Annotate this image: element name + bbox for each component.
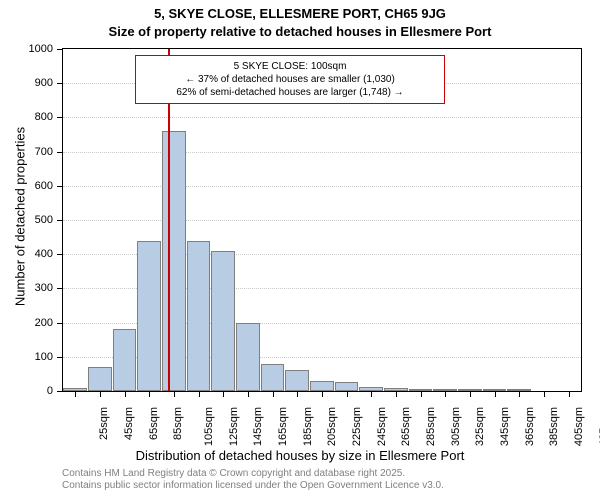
histogram-bar (261, 364, 285, 391)
y-tick-label: 600 (35, 180, 53, 192)
x-tick (445, 391, 446, 397)
gridline (63, 152, 581, 153)
y-tick (57, 391, 63, 392)
histogram-bar (310, 381, 334, 391)
y-tick (57, 357, 63, 358)
histogram-bar (335, 382, 359, 391)
x-tick (100, 391, 101, 397)
x-tick (396, 391, 397, 397)
y-tick (57, 254, 63, 255)
x-tick (371, 391, 372, 397)
y-tick-label: 500 (35, 214, 53, 226)
x-tick-label: 105sqm (203, 407, 215, 446)
histogram-bar (285, 370, 309, 391)
y-tick (57, 323, 63, 324)
y-tick (57, 288, 63, 289)
x-tick-label: 25sqm (98, 407, 110, 440)
footer-line-2: Contains public sector information licen… (62, 480, 444, 491)
x-tick-label: 305sqm (450, 407, 462, 446)
chart-title-sub: Size of property relative to detached ho… (0, 24, 600, 39)
y-tick-label: 900 (35, 77, 53, 89)
x-tick (495, 391, 496, 397)
histogram-bar (162, 131, 186, 391)
gridline (63, 220, 581, 221)
x-tick-label: 45sqm (123, 407, 135, 440)
y-tick-label: 700 (35, 146, 53, 158)
x-tick-label: 125sqm (228, 407, 240, 446)
y-tick (57, 186, 63, 187)
x-tick (149, 391, 150, 397)
x-tick-label: 365sqm (524, 407, 536, 446)
y-tick-label: 0 (47, 385, 53, 397)
x-tick-label: 65sqm (148, 407, 160, 440)
x-tick-label: 345sqm (499, 407, 511, 446)
x-tick-label: 245sqm (376, 407, 388, 446)
x-tick-label: 165sqm (277, 407, 289, 446)
x-tick (75, 391, 76, 397)
chart-container: 5, SKYE CLOSE, ELLESMERE PORT, CH65 9JG … (0, 0, 600, 500)
x-tick (421, 391, 422, 397)
y-tick-label: 100 (35, 351, 53, 363)
x-tick-label: 225sqm (351, 407, 363, 446)
y-axis-label: Number of detached properties (13, 117, 28, 317)
histogram-bar (137, 241, 161, 391)
histogram-bar (88, 367, 112, 391)
x-tick-label: 205sqm (326, 407, 338, 446)
y-tick (57, 152, 63, 153)
x-tick (569, 391, 570, 397)
x-tick-label: 285sqm (425, 407, 437, 446)
plot-area: 0100200300400500600700800900100025sqm45s… (62, 48, 582, 392)
annotation-box: 5 SKYE CLOSE: 100sqm← 37% of detached ho… (135, 55, 445, 104)
annotation-line-3: 62% of semi-detached houses are larger (… (144, 86, 436, 99)
x-tick (223, 391, 224, 397)
x-tick (125, 391, 126, 397)
x-tick (519, 391, 520, 397)
x-tick (347, 391, 348, 397)
histogram-bar (211, 251, 235, 391)
x-tick-label: 185sqm (302, 407, 314, 446)
y-tick-label: 800 (35, 111, 53, 123)
gridline (63, 117, 581, 118)
gridline (63, 186, 581, 187)
x-tick (544, 391, 545, 397)
y-tick-label: 1000 (29, 43, 53, 55)
x-axis-label: Distribution of detached houses by size … (0, 448, 600, 463)
x-tick (273, 391, 274, 397)
y-tick (57, 117, 63, 118)
x-tick (248, 391, 249, 397)
x-tick (297, 391, 298, 397)
footer-line-1: Contains HM Land Registry data © Crown c… (62, 468, 405, 479)
y-tick (57, 49, 63, 50)
y-tick (57, 83, 63, 84)
y-tick-label: 400 (35, 248, 53, 260)
x-tick (322, 391, 323, 397)
y-tick (57, 220, 63, 221)
histogram-bar (113, 329, 137, 391)
x-tick-label: 405sqm (573, 407, 585, 446)
histogram-bar (187, 241, 211, 391)
annotation-line-2: ← 37% of detached houses are smaller (1,… (144, 73, 436, 86)
x-tick (470, 391, 471, 397)
x-tick-label: 325sqm (474, 407, 486, 446)
chart-title-main: 5, SKYE CLOSE, ELLESMERE PORT, CH65 9JG (0, 6, 600, 21)
x-tick (199, 391, 200, 397)
y-tick-label: 300 (35, 282, 53, 294)
x-tick (174, 391, 175, 397)
x-tick-label: 385sqm (548, 407, 560, 446)
y-tick-label: 200 (35, 317, 53, 329)
annotation-line-1: 5 SKYE CLOSE: 100sqm (144, 60, 436, 73)
x-tick-label: 85sqm (172, 407, 184, 440)
histogram-bar (236, 323, 260, 391)
x-tick-label: 265sqm (400, 407, 412, 446)
x-tick-label: 145sqm (252, 407, 264, 446)
